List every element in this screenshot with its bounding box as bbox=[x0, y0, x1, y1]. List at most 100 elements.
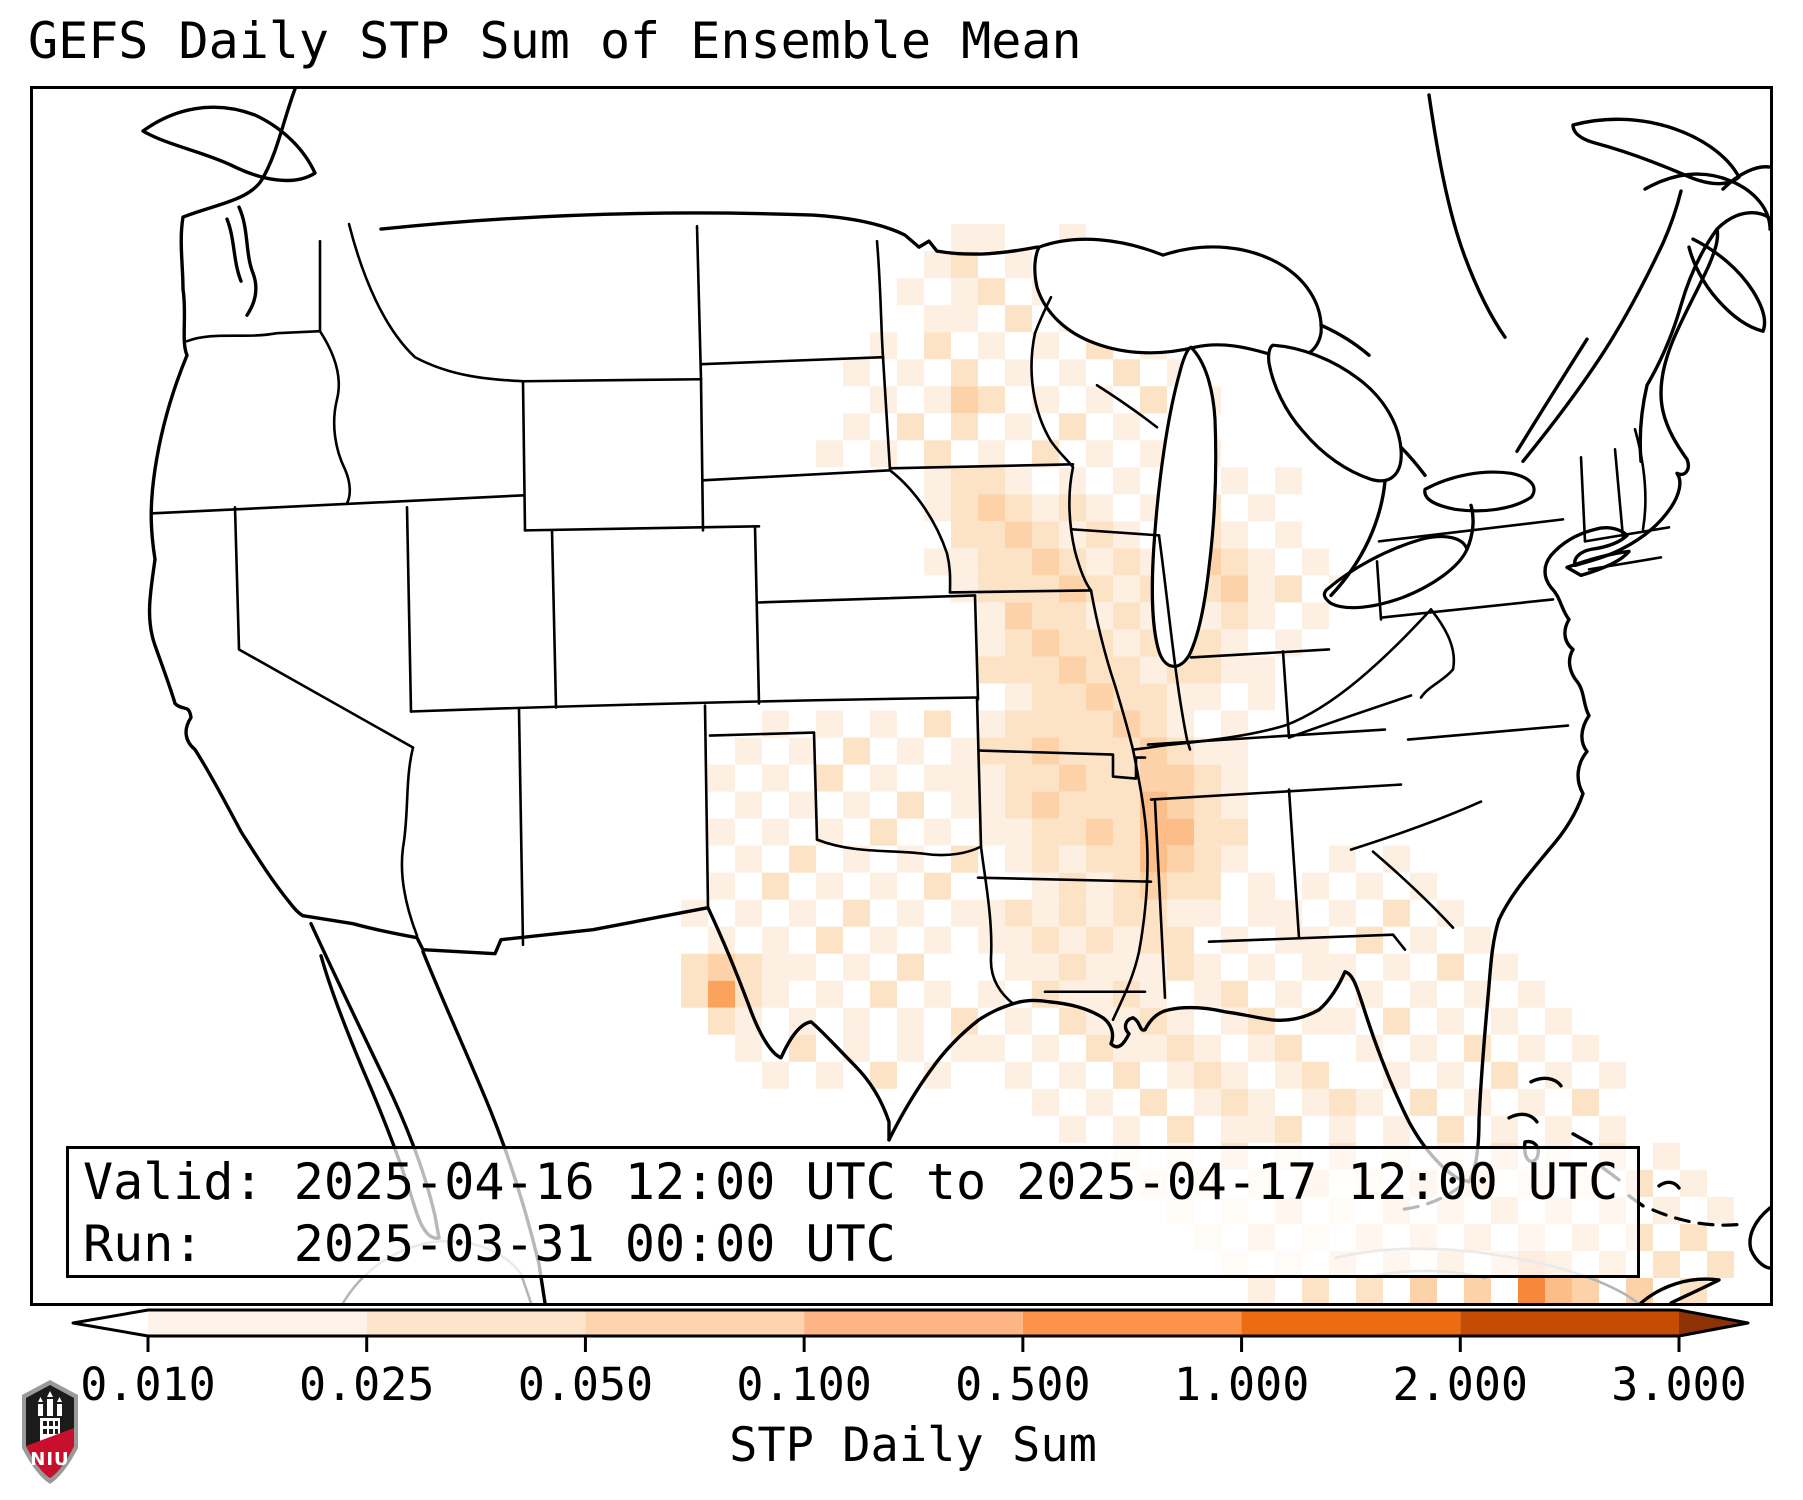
lake-michigan-shape bbox=[1152, 347, 1215, 666]
stp-grid-cell bbox=[1140, 386, 1167, 414]
stp-grid-cell bbox=[1086, 440, 1113, 468]
il-in-border bbox=[1159, 535, 1190, 749]
stp-grid-cell bbox=[951, 278, 978, 306]
stp-grid-cell bbox=[1005, 899, 1032, 927]
colorbar-segment bbox=[585, 1310, 805, 1336]
stp-grid-cell bbox=[1248, 602, 1275, 630]
stp-grid-cell bbox=[951, 764, 978, 792]
stp-grid-cell bbox=[1572, 1277, 1599, 1303]
stp-grid-cell bbox=[1356, 1088, 1383, 1116]
tn-ms-al-border bbox=[1151, 785, 1401, 800]
stp-grid-cell bbox=[897, 953, 924, 981]
maine-canada-border bbox=[1640, 229, 1717, 461]
stp-grid-cell bbox=[789, 899, 816, 927]
ok-panhandle-south bbox=[710, 733, 814, 736]
stp-grid-cell bbox=[1059, 926, 1086, 954]
stp-grid-cell bbox=[1140, 737, 1167, 765]
stp-grid-cell bbox=[1113, 683, 1140, 711]
stp-grid-cell bbox=[1653, 1250, 1680, 1278]
stp-grid-cell bbox=[1167, 953, 1194, 981]
stp-grid-cell bbox=[1140, 683, 1167, 711]
stp-grid-cell bbox=[1194, 980, 1221, 1008]
stp-grid-cell bbox=[1005, 656, 1032, 684]
stp-grid-cell bbox=[735, 953, 762, 981]
rio-grande-border bbox=[708, 908, 889, 1140]
stp-grid-cell bbox=[1491, 1061, 1518, 1089]
stp-grid-cell bbox=[1086, 818, 1113, 846]
map-axes: Valid: 2025-04-16 12:00 UTC to 2025-04-1… bbox=[30, 86, 1773, 1306]
stp-grid-cell bbox=[1059, 845, 1086, 873]
colorbar bbox=[71, 1308, 1750, 1352]
stp-grid-cell bbox=[1383, 1007, 1410, 1035]
missouri-river-ne-ia bbox=[890, 470, 950, 592]
stp-grid-cell bbox=[1059, 656, 1086, 684]
stp-grid-cell bbox=[1032, 899, 1059, 927]
wy-west-border bbox=[523, 381, 525, 530]
stp-grid-cell bbox=[1113, 899, 1140, 927]
stp-grid-cell bbox=[1059, 1061, 1086, 1089]
stp-grid-cell bbox=[1248, 872, 1275, 900]
stp-grid-cell bbox=[1221, 629, 1248, 657]
colorbar-tick-label: 0.500 bbox=[955, 1358, 1091, 1411]
stp-grid-cell bbox=[951, 359, 978, 387]
stp-grid-cell bbox=[1032, 791, 1059, 819]
stp-grid-cell bbox=[1113, 980, 1140, 1008]
stp-grid-cell bbox=[1518, 1277, 1545, 1303]
stp-grid-cell bbox=[816, 926, 843, 954]
stp-grid-cell bbox=[1329, 899, 1356, 927]
va-nc-border bbox=[1408, 726, 1568, 740]
stp-grid-cell bbox=[1005, 683, 1032, 711]
id-mt-border bbox=[349, 224, 523, 381]
stp-grid-cell bbox=[1059, 818, 1086, 846]
colorbar-over-arrow bbox=[1679, 1310, 1748, 1336]
stp-grid-cell bbox=[897, 359, 924, 387]
stp-grid-cell bbox=[1167, 818, 1194, 846]
red-river-border bbox=[817, 840, 981, 855]
stp-grid-cell bbox=[1059, 1007, 1086, 1035]
stp-grid-cell bbox=[1275, 1061, 1302, 1089]
bay-of-fundy-coast bbox=[1717, 167, 1770, 229]
stp-grid-cell bbox=[1086, 953, 1113, 981]
stp-grid-cell bbox=[789, 1034, 816, 1062]
stp-grid-cell bbox=[924, 710, 951, 738]
stp-grid-cell bbox=[1005, 629, 1032, 657]
run-time-text: Run: 2025-03-31 00:00 UTC bbox=[83, 1215, 896, 1273]
stp-grid-cell bbox=[1194, 1034, 1221, 1062]
colorado-river-border bbox=[402, 748, 417, 936]
stp-grid-cell bbox=[735, 737, 762, 765]
stp-grid-cell bbox=[978, 818, 1005, 846]
stp-grid-cell bbox=[1086, 386, 1113, 414]
colorbar-axis-label: STP Daily Sum bbox=[729, 1418, 1097, 1473]
stp-grid-cell bbox=[843, 953, 870, 981]
stp-grid-cell bbox=[870, 818, 897, 846]
stp-grid-cell bbox=[789, 737, 816, 765]
stp-grid-cell bbox=[1437, 1007, 1464, 1035]
niu-logo-text: NIU bbox=[30, 1449, 69, 1470]
stp-grid-cell bbox=[978, 521, 1005, 549]
ok-ar-border bbox=[977, 698, 981, 847]
pa-md-mason-dixon bbox=[1383, 599, 1553, 617]
stp-grid-cell bbox=[1464, 1034, 1491, 1062]
wa-id-or-id-border bbox=[320, 241, 350, 503]
puget-sound bbox=[227, 207, 256, 315]
stp-grid-cell bbox=[1221, 818, 1248, 846]
vancouver-island-coast bbox=[143, 107, 315, 180]
stp-grid-cell bbox=[924, 494, 951, 522]
stp-grid-cell bbox=[951, 467, 978, 495]
stp-grid-cell bbox=[1410, 1034, 1437, 1062]
stp-grid-cell bbox=[1032, 332, 1059, 360]
stp-grid-cell bbox=[789, 791, 816, 819]
stp-grid-cell bbox=[1059, 710, 1086, 738]
stp-grid-cell bbox=[897, 791, 924, 819]
stp-grid-cell bbox=[1248, 899, 1275, 927]
stp-grid-cell bbox=[1032, 683, 1059, 711]
colorbar-tick-label: 0.100 bbox=[736, 1358, 872, 1411]
stp-grid-cell bbox=[1113, 818, 1140, 846]
stp-grid-cell bbox=[1032, 602, 1059, 630]
stp-grid-cell bbox=[735, 791, 762, 819]
stp-grid-cell bbox=[978, 791, 1005, 819]
stp-grid-cell bbox=[1194, 1061, 1221, 1089]
stp-grid-cell bbox=[1572, 1088, 1599, 1116]
stp-grid-cell bbox=[1221, 575, 1248, 603]
stp-grid-cell bbox=[1167, 899, 1194, 927]
